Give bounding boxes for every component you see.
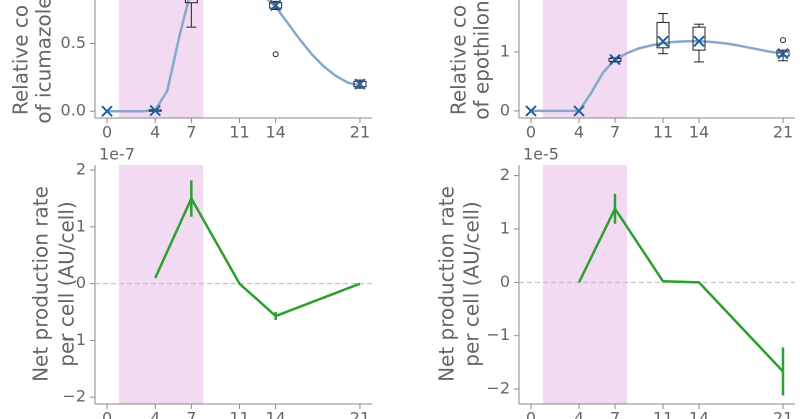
box — [269, 2, 283, 9]
outlier — [272, 51, 279, 58]
y-tick-label: 0 — [500, 100, 510, 119]
y-tick-label: 1 — [500, 219, 510, 238]
x-tick-label: 4 — [574, 409, 584, 419]
outlier — [780, 37, 786, 44]
x-tick-label: 4 — [150, 409, 160, 419]
mean-marker — [149, 104, 161, 117]
mean-marker — [657, 35, 669, 48]
x-tick-label: 7 — [610, 123, 620, 142]
x-tick-label: 21 — [773, 123, 793, 142]
y-tick-label: −1 — [62, 330, 86, 349]
y-axis-label: of icumazole — [32, 0, 56, 124]
y-tick-label: 0 — [76, 273, 86, 292]
mean-marker — [525, 105, 537, 117]
y-tick-label: 0.5 — [61, 33, 86, 52]
y-axis-label: per cell (AU/cell) — [460, 201, 484, 366]
mean-marker — [609, 53, 621, 66]
mean-marker — [354, 78, 366, 90]
x-tick-label: 21 — [350, 409, 370, 419]
y-axis-label: per cell (AU/cell) — [55, 201, 79, 366]
x-tick-label: 11 — [653, 409, 673, 419]
box — [353, 80, 367, 88]
y-axis-label: Relative co — [9, 5, 33, 115]
x-tick-label: 4 — [150, 123, 160, 142]
x-tick-label: 21 — [350, 123, 370, 142]
x-tick-label: 7 — [186, 409, 196, 419]
x-tick-label: 11 — [653, 123, 673, 142]
y-tick-label: 2 — [76, 160, 86, 179]
y-tick-label: 1 — [76, 216, 86, 235]
x-tick-label: 14 — [265, 123, 285, 142]
x-tick-label: 0 — [102, 409, 112, 419]
x-tick-label: 11 — [229, 409, 249, 419]
mean-marker — [573, 105, 585, 117]
x-tick-label: 7 — [610, 409, 620, 419]
box — [692, 26, 706, 51]
shaded-region — [543, 165, 627, 404]
y-axis-label: Relative co — [447, 5, 471, 115]
y-axis-label: of epothilon — [470, 0, 494, 119]
box — [776, 49, 790, 57]
y-tick-label: −2 — [62, 387, 86, 406]
x-tick-label: 14 — [689, 123, 709, 142]
rate-line — [577, 206, 784, 373]
x-tick-label: 0 — [102, 123, 112, 142]
y-tick-label: 0 — [500, 272, 510, 291]
x-tick-label: 11 — [229, 123, 249, 142]
y-axis-label: Net production rate — [29, 186, 53, 382]
box — [184, 0, 198, 4]
x-tick-label: 21 — [773, 409, 793, 419]
mean-marker — [101, 105, 113, 117]
x-tick-label: 4 — [574, 123, 584, 142]
x-tick-label: 14 — [689, 409, 709, 419]
x-tick-label: 0 — [526, 123, 536, 142]
y-tick-label: 1 — [500, 41, 510, 60]
y-tick-label: 0.0 — [61, 101, 86, 120]
y-tick-label: −1 — [486, 325, 510, 344]
y-axis-label: Net production rate — [435, 186, 459, 382]
y-tick-label: −2 — [486, 379, 510, 398]
y-tick-label: 2 — [500, 165, 510, 184]
x-tick-label: 7 — [186, 123, 196, 142]
box — [656, 21, 670, 49]
mean-marker — [693, 35, 705, 48]
mean-marker — [777, 47, 789, 60]
x-tick-label: 14 — [265, 409, 285, 419]
offset-text: 1e-7 — [99, 145, 135, 164]
rate-line — [154, 195, 361, 318]
x-tick-label: 0 — [526, 409, 536, 419]
mean-marker — [269, 0, 282, 12]
offset-text: 1e-5 — [523, 145, 559, 164]
